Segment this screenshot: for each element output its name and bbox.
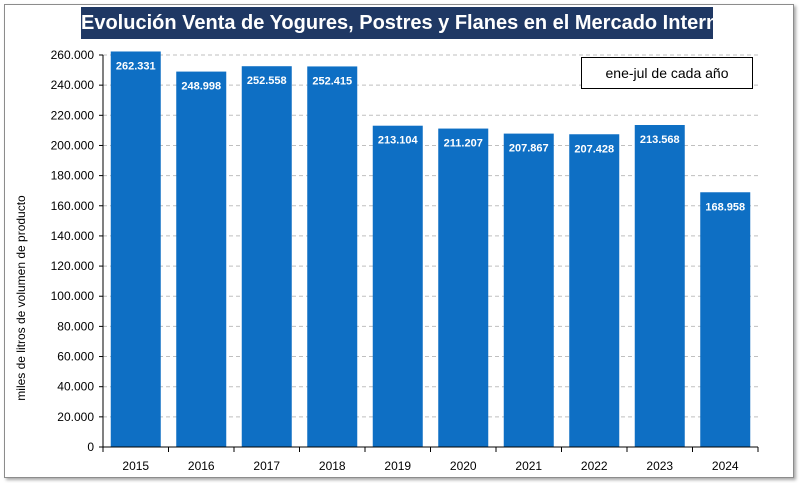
x-tick-label: 2018 [319, 459, 346, 473]
data-label: 213.104 [378, 135, 419, 147]
bar-2017 [241, 66, 292, 447]
y-tick-label: 240.000 [51, 78, 95, 92]
bar-2023 [634, 125, 685, 447]
y-tick-label: 160.000 [51, 199, 95, 213]
bar-2016 [176, 71, 227, 447]
y-tick-label: 120.000 [51, 259, 95, 273]
x-tick-label: 2020 [450, 459, 477, 473]
data-label: 168.958 [705, 201, 745, 213]
bar-2022 [569, 134, 620, 448]
y-tick-label: 200.000 [51, 138, 95, 152]
y-tick-label: 40.000 [57, 380, 94, 394]
bar-2024 [700, 192, 751, 447]
x-tick-label: 2019 [384, 459, 411, 473]
y-tick-label: 220.000 [51, 108, 95, 122]
y-tick-labels: 0 20.000 40.000 60.000 80.000 100.000 120.000 1… [51, 48, 95, 454]
data-label: 207.867 [509, 143, 549, 155]
bars [110, 51, 751, 448]
bar-2018 [307, 66, 358, 447]
bar-2020 [438, 128, 489, 448]
data-label: 207.428 [574, 143, 614, 155]
y-tick-label: 100.000 [51, 289, 95, 303]
bar-2015 [110, 51, 161, 448]
y-tick-label: 60.000 [57, 350, 94, 364]
axes [99, 54, 759, 452]
x-tick-labels: 2015 2016 2017 2018 2019 2020 2021 2022 2023 2024 [122, 459, 739, 473]
x-tick-label: 2015 [122, 459, 149, 473]
data-label: 262.331 [116, 60, 156, 72]
period-annotation: ene-jul de cada año [581, 57, 753, 89]
data-labels: 262.331 248.998 252.558 252.415 213.104 211.2… [116, 60, 745, 213]
x-tick-label: 2017 [253, 459, 280, 473]
y-tick-label: 80.000 [57, 319, 94, 333]
y-tick-label: 260.000 [51, 48, 95, 62]
y-tick-label: 20.000 [57, 410, 94, 424]
x-tick-label: 2024 [712, 459, 739, 473]
bar-2021 [503, 133, 554, 447]
data-label: 213.568 [640, 134, 680, 146]
data-label: 252.558 [247, 75, 287, 87]
y-tick-label: 180.000 [51, 169, 95, 183]
data-label: 211.207 [444, 138, 483, 150]
x-tick-label: 2023 [646, 459, 673, 473]
y-tick-label: 0 [87, 440, 94, 454]
data-label: 252.415 [312, 75, 352, 87]
y-tick-label: 140.000 [51, 229, 95, 243]
x-tick-label: 2016 [188, 459, 215, 473]
data-label: 248.998 [181, 81, 221, 93]
bar-2019 [372, 125, 423, 447]
x-tick-label: 2022 [581, 459, 608, 473]
chart-title: Evolución Venta de Yogures, Postres y Fl… [81, 7, 730, 39]
y-axis-label: miles de litros de volumen de producto [14, 195, 28, 401]
x-tick-label: 2021 [515, 459, 542, 473]
